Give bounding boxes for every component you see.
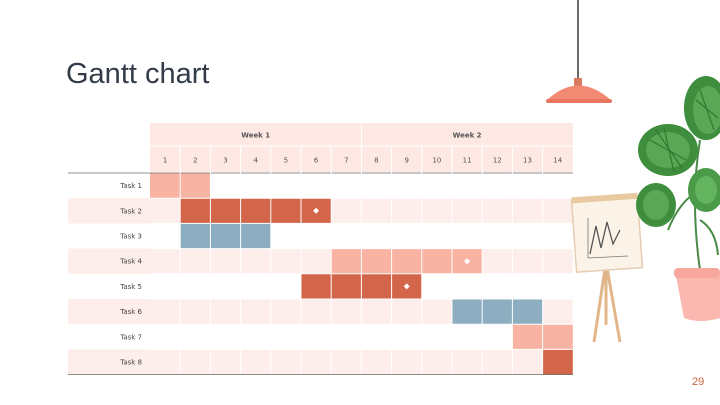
task-bar-cell (452, 299, 483, 325)
task-label: Task 4 (119, 258, 142, 266)
milestone-marker (403, 283, 410, 290)
row-stripe (68, 248, 573, 274)
day-label: 11 (463, 157, 472, 165)
day-label: 13 (523, 157, 532, 165)
row-stripe (68, 349, 573, 375)
task-bar-cell (331, 248, 362, 274)
day-label: 14 (553, 157, 562, 165)
day-label: 10 (432, 157, 441, 165)
task-bar-cell (180, 173, 211, 199)
day-label: 1 (163, 157, 167, 165)
day-label: 9 (404, 157, 408, 165)
day-label: 12 (493, 157, 502, 165)
task-bar-cell (542, 349, 573, 375)
task-bar-cell (150, 173, 181, 199)
milestone-marker (464, 258, 471, 265)
task-bar-cell (482, 299, 513, 325)
day-label: 8 (374, 157, 378, 165)
task-label: Task 5 (119, 283, 142, 291)
day-label: 4 (253, 157, 258, 165)
task-bar-cell (361, 248, 392, 274)
task-label: Task 1 (119, 182, 142, 190)
task-bar-cell (391, 248, 422, 274)
task-label: Task 2 (119, 207, 142, 215)
day-label: 7 (344, 157, 348, 165)
task-label: Task 3 (119, 233, 142, 241)
task-bar-cell (180, 223, 211, 249)
task-bar-cell (512, 299, 543, 325)
day-label: 5 (284, 157, 288, 165)
task-bar-cell (210, 223, 241, 249)
page-number: 29 (692, 376, 705, 388)
task-bar-cell (361, 273, 392, 299)
task-bar-cell (240, 223, 271, 249)
task-bar-cell (421, 248, 452, 274)
task-label: Task 6 (119, 308, 142, 316)
day-label: 6 (314, 157, 319, 165)
gantt-milestones (313, 207, 471, 290)
task-bar-cell (270, 198, 301, 224)
task-label: Task 8 (119, 359, 142, 367)
task-bar-cell (180, 198, 211, 224)
milestone-marker (313, 207, 320, 214)
day-label: 2 (193, 157, 197, 165)
week-label: Week 2 (453, 132, 482, 140)
task-bar-cell (331, 273, 362, 299)
task-bar-cell (301, 273, 332, 299)
gantt-bars (150, 173, 573, 375)
task-label: Task 7 (119, 333, 142, 341)
task-bar-cell (240, 198, 271, 224)
week-label: Week 1 (241, 132, 270, 140)
gantt-grid (68, 123, 573, 376)
day-label: 3 (223, 157, 227, 165)
gantt-header: Week 1 Week 21 2 3 4 5 6 7 8 9 10 11 12 13 14 (163, 132, 563, 165)
task-bar-cell (542, 324, 573, 350)
task-bar-cell (210, 198, 241, 224)
task-bar-cell (512, 324, 543, 350)
slide-title: Gantt chart (66, 58, 210, 90)
